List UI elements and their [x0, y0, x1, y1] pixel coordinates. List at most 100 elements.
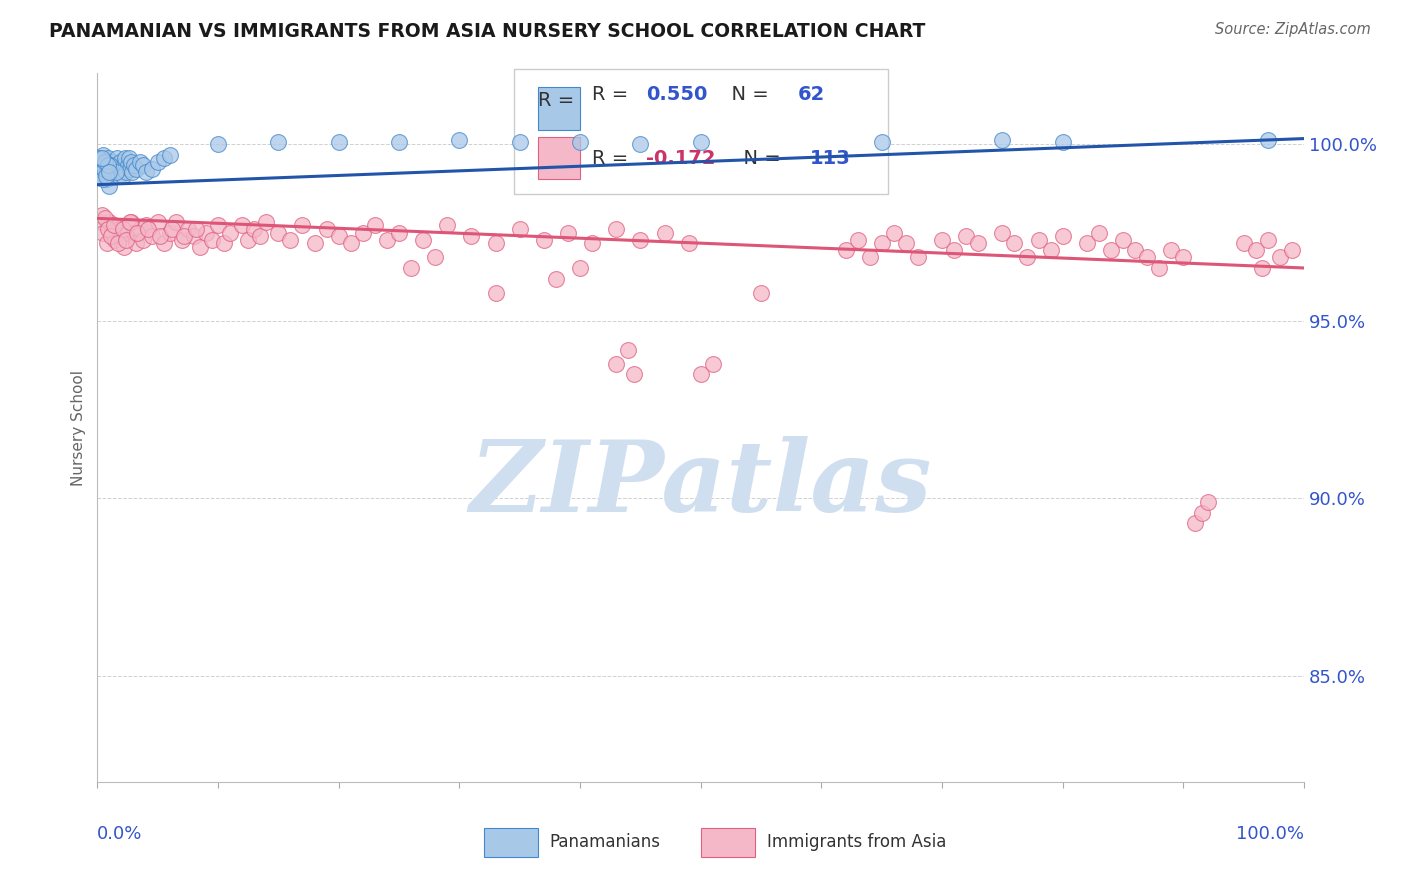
- Point: [115, 165, 138, 179]
- Point: [183, 229, 205, 244]
- Point: [544, 271, 567, 285]
- Point: [1112, 233, 1135, 247]
- Point: [1099, 244, 1122, 258]
- Point: [991, 133, 1014, 147]
- Point: [894, 236, 917, 251]
- Point: [484, 285, 506, 300]
- FancyBboxPatch shape: [484, 828, 538, 856]
- Point: [1250, 260, 1272, 275]
- Point: [90, 151, 112, 165]
- Point: [107, 236, 129, 251]
- Point: [623, 368, 645, 382]
- Point: [108, 222, 131, 236]
- Text: 0.0%: 0.0%: [97, 825, 143, 843]
- Point: [170, 233, 193, 247]
- Point: [177, 222, 200, 236]
- Point: [846, 233, 869, 247]
- Point: [1004, 236, 1026, 251]
- Text: R =: R =: [538, 91, 581, 110]
- Text: R =: R =: [592, 85, 634, 103]
- Point: [231, 219, 253, 233]
- Point: [135, 165, 157, 179]
- Point: [97, 158, 120, 172]
- Point: [112, 240, 135, 254]
- Point: [96, 236, 118, 251]
- Point: [104, 233, 127, 247]
- Point: [678, 236, 700, 251]
- Point: [173, 229, 195, 244]
- Point: [557, 226, 579, 240]
- Point: [1281, 244, 1303, 258]
- Point: [569, 260, 592, 275]
- FancyBboxPatch shape: [513, 70, 887, 194]
- Point: [105, 165, 128, 179]
- Point: [115, 233, 138, 247]
- Point: [98, 215, 121, 229]
- Point: [117, 158, 139, 172]
- Point: [194, 226, 217, 240]
- Point: [128, 222, 150, 236]
- Point: [135, 219, 157, 233]
- Point: [146, 215, 169, 229]
- Text: 62: 62: [797, 85, 824, 103]
- Point: [101, 169, 124, 183]
- Point: [118, 161, 141, 176]
- Point: [834, 244, 856, 258]
- Point: [165, 215, 187, 229]
- Text: Source: ZipAtlas.com: Source: ZipAtlas.com: [1215, 22, 1371, 37]
- Point: [883, 226, 905, 240]
- Point: [97, 222, 120, 236]
- Point: [328, 135, 350, 149]
- Point: [136, 222, 159, 236]
- Point: [533, 233, 555, 247]
- Point: [267, 226, 290, 240]
- FancyBboxPatch shape: [538, 136, 581, 179]
- Point: [243, 222, 266, 236]
- Point: [1052, 135, 1074, 149]
- Point: [1257, 233, 1279, 247]
- Point: [1160, 244, 1182, 258]
- FancyBboxPatch shape: [538, 87, 581, 129]
- Point: [654, 226, 676, 240]
- Point: [101, 154, 124, 169]
- Point: [249, 229, 271, 244]
- Point: [117, 226, 139, 240]
- Point: [186, 222, 208, 236]
- Point: [149, 229, 172, 244]
- Point: [120, 215, 142, 229]
- Point: [1149, 260, 1171, 275]
- Text: N =: N =: [731, 149, 787, 168]
- Point: [943, 244, 966, 258]
- Point: [1191, 506, 1213, 520]
- Point: [449, 133, 471, 147]
- Text: 113: 113: [810, 149, 851, 168]
- Point: [1076, 236, 1098, 251]
- Point: [436, 219, 458, 233]
- Point: [93, 154, 115, 169]
- Point: [111, 169, 134, 183]
- Point: [93, 161, 115, 176]
- Point: [955, 229, 977, 244]
- Point: [110, 161, 132, 176]
- Point: [304, 236, 326, 251]
- Text: -0.172: -0.172: [647, 149, 716, 168]
- Point: [152, 236, 174, 251]
- Point: [100, 229, 122, 244]
- Point: [132, 158, 155, 172]
- Point: [628, 136, 651, 151]
- Point: [1052, 229, 1074, 244]
- Point: [90, 215, 112, 229]
- Point: [339, 236, 361, 251]
- Point: [103, 219, 125, 233]
- Point: [1028, 233, 1050, 247]
- Point: [207, 219, 229, 233]
- Point: [991, 226, 1014, 240]
- Point: [201, 233, 224, 247]
- Point: [617, 343, 640, 357]
- Point: [870, 236, 893, 251]
- Point: [581, 236, 603, 251]
- Point: [931, 233, 953, 247]
- Point: [110, 154, 132, 169]
- Point: [108, 169, 131, 183]
- Point: [388, 226, 411, 240]
